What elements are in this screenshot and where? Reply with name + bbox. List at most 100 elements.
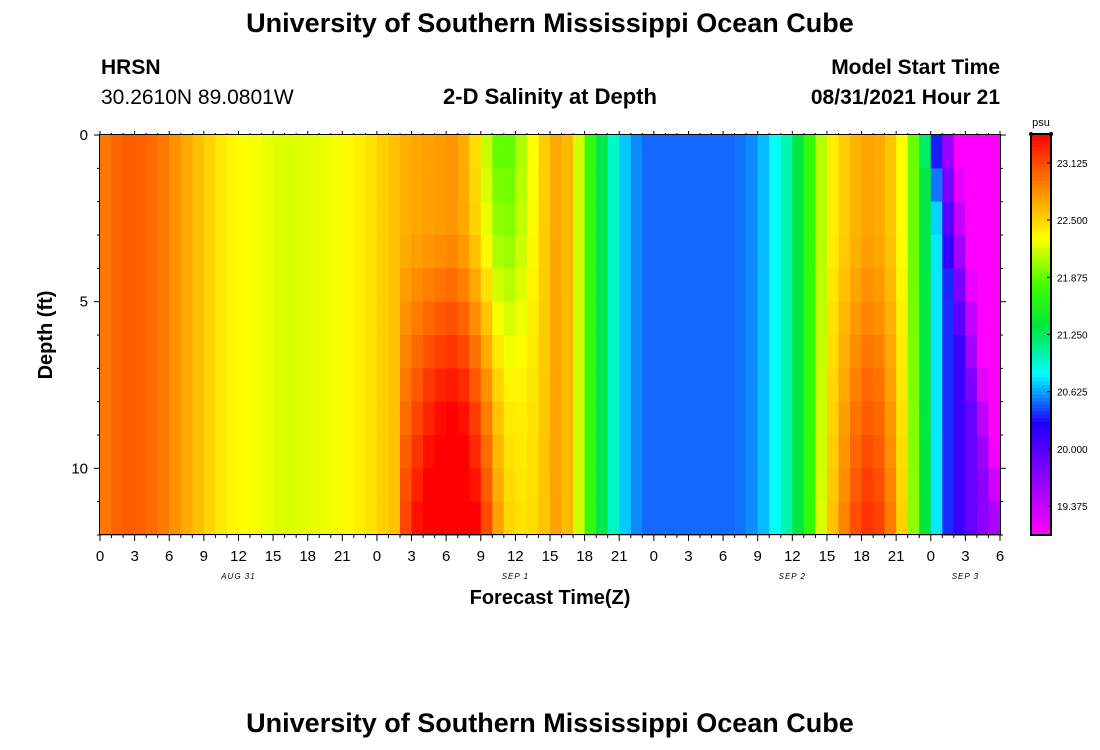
- heatmap-cell: [146, 435, 159, 469]
- heatmap-cell: [711, 468, 724, 503]
- heatmap-cell: [111, 368, 124, 403]
- heatmap-cell: [134, 501, 147, 536]
- heatmap-cell: [111, 335, 124, 369]
- heatmap-cell: [584, 335, 597, 369]
- colorbar-swatch: [1031, 381, 1051, 386]
- heatmap-cell: [446, 235, 459, 269]
- heatmap-cell: [342, 201, 355, 236]
- heatmap-cell: [226, 335, 240, 369]
- heatmap-cell: [423, 401, 436, 436]
- heatmap-cell: [157, 435, 170, 469]
- heatmap-cell: [157, 335, 170, 369]
- heatmap-cell: [203, 401, 216, 436]
- heatmap-cell: [561, 168, 574, 203]
- colorbar-swatch: [1031, 260, 1051, 265]
- heatmap-cell: [573, 268, 586, 303]
- heatmap-cell: [480, 435, 493, 469]
- heatmap-cell: [815, 501, 828, 536]
- heatmap-cell: [480, 201, 493, 236]
- heatmap-cell: [538, 135, 551, 169]
- heatmap-cell: [492, 368, 505, 403]
- heatmap-cell: [469, 501, 482, 536]
- heatmap-cell: [492, 235, 505, 269]
- heatmap-cell: [976, 135, 990, 169]
- heatmap-cell: [988, 401, 1001, 436]
- heatmap-cell: [965, 401, 978, 436]
- heatmap-cell: [838, 201, 851, 236]
- heatmap-cell: [538, 268, 551, 303]
- heatmap-cell: [434, 301, 447, 336]
- heatmap-cell: [157, 501, 170, 536]
- heatmap-cell: [896, 368, 909, 403]
- heatmap-cell: [826, 335, 840, 369]
- heatmap-cell: [619, 501, 632, 536]
- heatmap-cell: [550, 435, 563, 469]
- heatmap-cell: [492, 268, 505, 303]
- heatmap-cell: [792, 501, 805, 536]
- colorbar-swatch: [1031, 501, 1051, 506]
- heatmap-cell: [134, 301, 147, 336]
- heatmap-cell: [400, 468, 413, 503]
- page-title: University of Southern Mississippi Ocean…: [246, 8, 854, 38]
- heatmap-cell: [965, 135, 978, 169]
- heatmap-cell: [503, 201, 516, 236]
- heatmap-cell: [169, 235, 182, 269]
- heatmap-cell: [676, 168, 690, 203]
- heatmap-cell: [434, 235, 447, 269]
- heatmap-cell: [330, 235, 343, 269]
- heatmap-cell: [492, 335, 505, 369]
- heatmap-cell: [100, 268, 113, 303]
- heatmap-cell: [261, 501, 274, 536]
- heatmap-cell: [515, 168, 528, 203]
- heatmap-cell: [734, 301, 747, 336]
- colorbar-swatch: [1031, 134, 1051, 138]
- heatmap-cell: [965, 235, 978, 269]
- heatmap-cell: [238, 235, 251, 269]
- heatmap-cell: [423, 268, 436, 303]
- heatmap-cell: [411, 335, 424, 369]
- heatmap-cell: [365, 468, 378, 503]
- heatmap-cell: [896, 501, 909, 536]
- heatmap-cell: [319, 335, 332, 369]
- heatmap-cell: [930, 268, 943, 303]
- heatmap-cell: [734, 235, 747, 269]
- heatmap-cell: [826, 235, 840, 269]
- heatmap-cell: [434, 468, 447, 503]
- heatmap-cell: [676, 401, 690, 436]
- colorbar-swatch: [1031, 287, 1051, 292]
- heatmap-cell: [492, 135, 505, 169]
- colorbar-tick-label: 21.250: [1057, 331, 1088, 342]
- heatmap-cell: [850, 435, 863, 469]
- heatmap-cell: [469, 335, 482, 369]
- heatmap-cell: [250, 268, 263, 303]
- heatmap-cell: [123, 201, 136, 236]
- heatmap-cell: [261, 235, 274, 269]
- heatmap-cell: [526, 168, 540, 203]
- heatmap-cell: [711, 201, 724, 236]
- heatmap-cell: [700, 468, 713, 503]
- heatmap-cell: [942, 335, 955, 369]
- heatmap-cell: [296, 401, 309, 436]
- heatmap-cell: [826, 135, 840, 169]
- heatmap-cell: [769, 301, 782, 336]
- heatmap-cell: [584, 468, 597, 503]
- heatmap-cell: [896, 268, 909, 303]
- heatmap-cell: [757, 401, 770, 436]
- heatmap-cell: [342, 168, 355, 203]
- heatmap-cell: [250, 401, 263, 436]
- heatmap-cell: [457, 335, 470, 369]
- colorbar-swatch: [1031, 190, 1051, 195]
- heatmap-cell: [676, 301, 690, 336]
- heatmap-cell: [111, 235, 124, 269]
- x-tick-label: 15: [819, 548, 836, 565]
- heatmap-cell: [700, 235, 713, 269]
- heatmap-cell: [261, 135, 274, 169]
- colorbar-swatch: [1031, 357, 1051, 362]
- heatmap-cell: [861, 268, 874, 303]
- heatmap-cell: [919, 135, 932, 169]
- heatmap-cell: [111, 168, 124, 203]
- heatmap-cell: [238, 501, 251, 536]
- heatmap-cell: [688, 301, 701, 336]
- heatmap-cell: [976, 368, 990, 403]
- heatmap-cell: [469, 368, 482, 403]
